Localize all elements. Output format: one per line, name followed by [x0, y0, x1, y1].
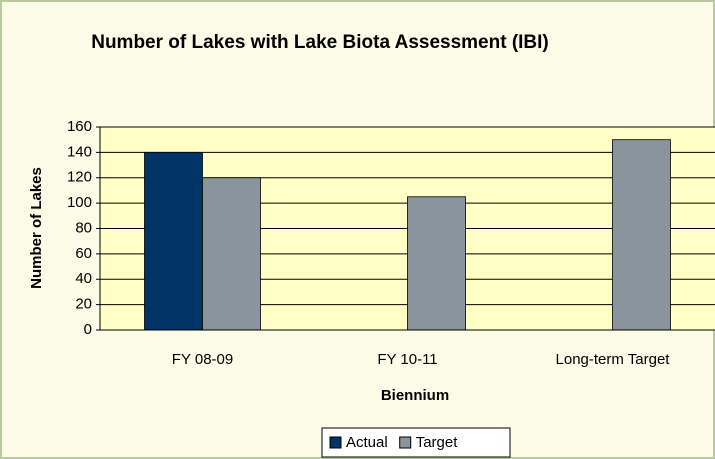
x-tick-label: FY 10-11 — [377, 351, 437, 368]
legend-box — [321, 427, 511, 458]
bar — [144, 151, 203, 331]
y-axis-label: Number of Lakes — [28, 167, 45, 289]
y-tick-label: 120 — [67, 169, 92, 186]
y-tick-label: 40 — [75, 270, 92, 287]
legend-label: Actual — [346, 434, 388, 451]
x-axis-label: Biennium — [381, 387, 449, 404]
bar — [612, 139, 671, 331]
y-tick-label: 100 — [67, 194, 92, 211]
y-tick-label: 160 — [67, 118, 92, 135]
y-tick-label: 140 — [67, 143, 92, 160]
y-tick-label: 0 — [84, 321, 92, 338]
bar — [407, 196, 466, 331]
y-tick-label: 20 — [75, 296, 92, 313]
y-tick-label: 60 — [75, 245, 92, 262]
x-tick-label: Long-term Target — [556, 351, 671, 368]
legend-swatch — [399, 436, 412, 449]
x-tick-label: FY 08-09 — [172, 351, 233, 368]
y-tick-label: 80 — [75, 219, 92, 236]
legend-label: Target — [416, 434, 459, 451]
bar — [202, 177, 261, 331]
chart-title: Number of Lakes with Lake Biota Assessme… — [91, 32, 549, 53]
legend-swatch — [329, 436, 342, 449]
